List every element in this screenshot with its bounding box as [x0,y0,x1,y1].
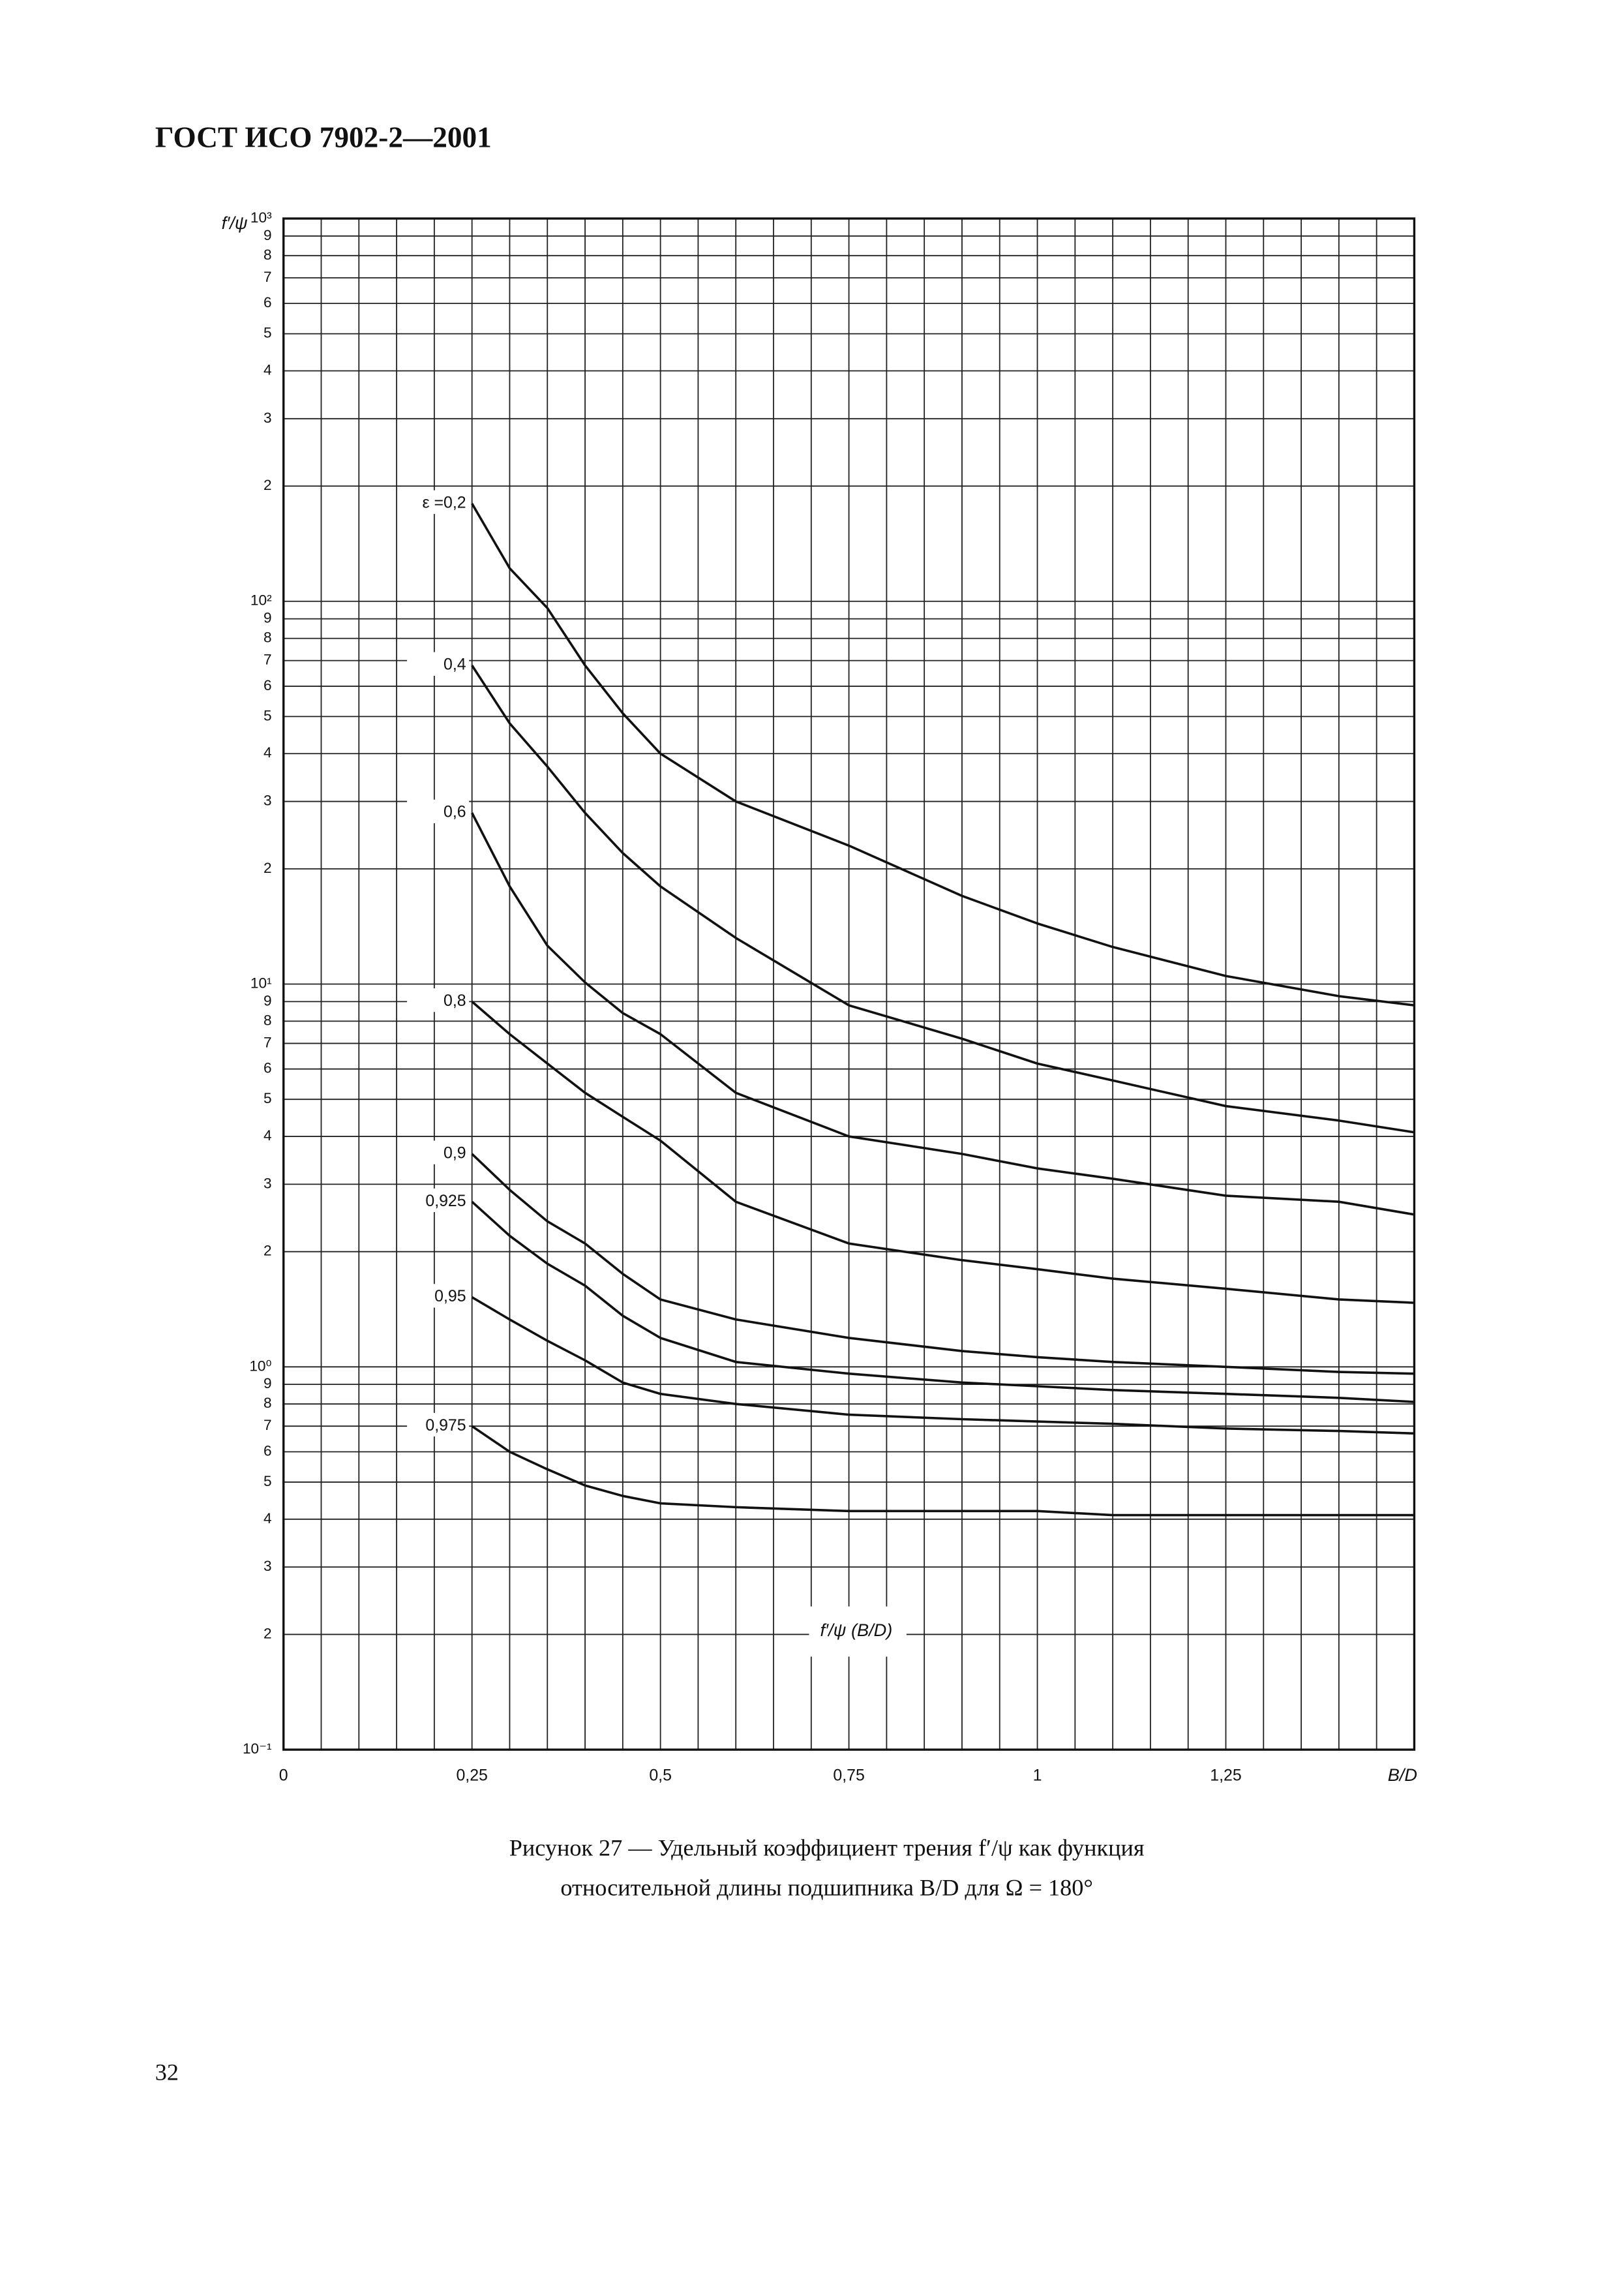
x-tick-label: 1 [1033,1766,1042,1784]
curve-label-bg [407,652,470,676]
y-tick-label: 4 [263,361,272,378]
y-tick-label: 2 [263,1243,272,1259]
curve-label: 0,95 [434,1287,466,1305]
y-tick-label: 5 [263,1473,272,1489]
x-tick-label: 0,5 [649,1766,672,1784]
y-tick-label: 2 [263,1625,272,1641]
y-tick-label: 7 [263,269,272,285]
curve-label-bg [407,490,470,514]
curve-label: 0,8 [444,992,466,1010]
y-tick-label: 5 [263,325,272,341]
x-tick-label: 1,25 [1210,1766,1241,1784]
y-tick-label: 3 [263,410,272,426]
caption-line: относительной длины подшипника B/D для Ω… [560,1874,1092,1900]
curve-label-bg [407,1412,470,1437]
y-tick-label: 3 [263,1175,272,1191]
y-tick-label: 7 [263,1034,272,1050]
y-tick-label: 10³ [250,209,272,226]
y-tick-label: 5 [263,707,272,723]
curve [471,503,1415,1007]
y-tick-label: 10¹ [250,975,272,992]
curve-label-bg [407,1140,470,1164]
y-tick-label: 7 [263,1417,272,1433]
y-tick-label: 9 [263,1375,272,1391]
curve [471,1153,1415,1375]
y-tick-label: 7 [263,652,272,668]
curve-label-bg [407,988,470,1012]
y-tick-label: 3 [263,1558,272,1574]
y-tick-label: 3 [263,793,272,809]
annotation: f′/ψ (B/D) [820,1620,892,1640]
y-tick-label: 9 [263,992,272,1009]
curve-label: 0,975 [425,1416,466,1435]
curve-label: 0,4 [444,656,466,674]
y-tick-label: 6 [263,1442,272,1459]
plot-frame [282,217,1416,1751]
curve [471,1425,1415,1517]
y-tick-label: 9 [263,227,272,243]
y-tick-label: 4 [263,1510,272,1526]
curve-label-bg [407,1188,470,1213]
curve [471,665,1415,1134]
header-title: ГОСТ ИСО 7902-2—2001 [155,121,492,153]
curve [471,812,1415,1216]
y-tick-label: 10⁻¹ [243,1740,272,1757]
y-tick-label: 10⁰ [249,1358,271,1374]
curve-label: 0,9 [444,1144,466,1162]
curve-label-bg [407,799,470,823]
curve [471,1001,1415,1304]
y-tick-label: 2 [263,860,272,876]
annotation-bg [809,1606,907,1657]
x-tick-label: 0,75 [833,1766,864,1784]
y-tick-label: 2 [263,477,272,493]
caption-line: Рисунок 27 — Удельный коэффициент трения… [509,1834,1145,1860]
y-tick-label: 8 [263,247,272,263]
y-tick-label: 4 [263,744,272,761]
y-tick-label: 6 [263,294,272,311]
curve-label: ε =0,2 [423,494,466,512]
y-tick-label: 10² [250,592,272,609]
x-tick-label: 0 [279,1766,288,1784]
y-tick-label: 8 [263,1012,272,1028]
x-tick-label: 0,25 [456,1766,487,1784]
y-tick-label: 4 [263,1127,272,1144]
curve [471,1296,1415,1435]
y-tick-label: 9 [263,610,272,626]
page-number: 32 [155,2059,179,2085]
curve [471,1200,1415,1403]
x-axis-label: B/D [1388,1765,1417,1785]
curve-label-bg [407,1284,470,1308]
y-tick-label: 6 [263,1060,272,1076]
y-tick-label: 5 [263,1090,272,1106]
y-tick-label: 6 [263,677,272,693]
y-tick-label: 8 [263,1395,272,1411]
curve-label: 0,925 [425,1192,466,1210]
curve-label: 0,6 [444,803,466,821]
y-axis-label: f′/ψ [222,213,248,233]
y-tick-label: 8 [263,630,272,646]
